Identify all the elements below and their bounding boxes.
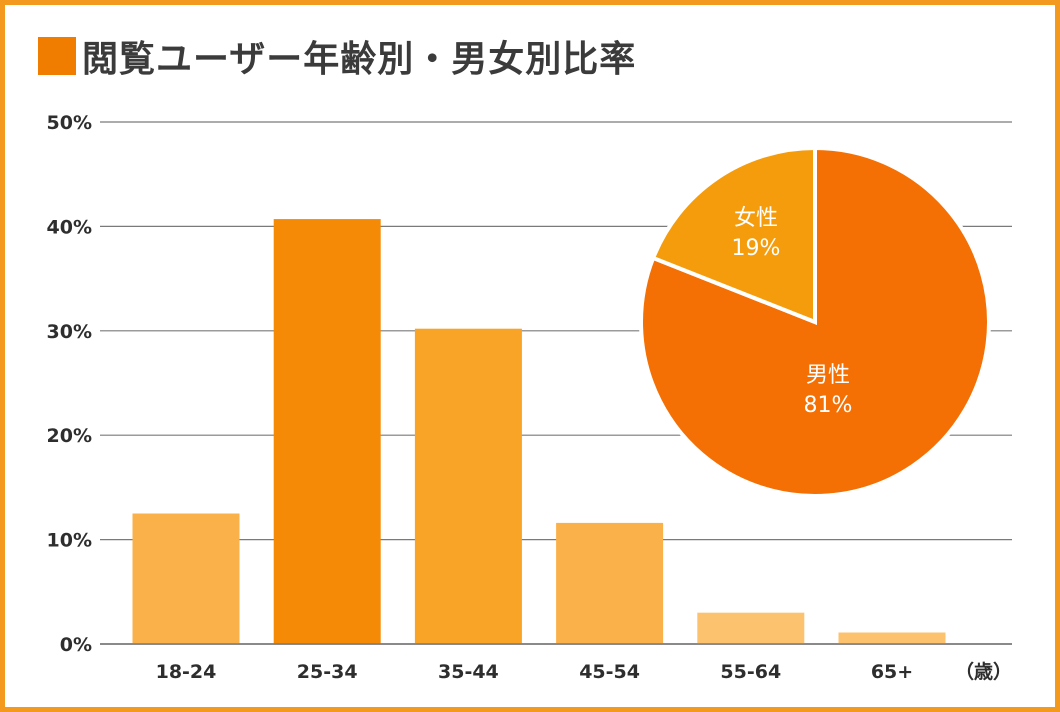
bar-65+	[838, 632, 946, 644]
x-tick-label: 55-64	[720, 661, 781, 683]
chart-header: 閲覧ユーザー年齢別・男女別比率	[38, 30, 636, 82]
pie-slice-label: 男性	[806, 363, 850, 388]
bar-series	[100, 219, 1012, 645]
bar-18-24	[132, 513, 240, 644]
bar-25-34	[273, 219, 381, 645]
x-tick-label: 25-34	[297, 661, 358, 683]
title-marker-square	[38, 37, 76, 75]
y-axis-ticks: 0% 10% 20% 30% 40% 50%	[47, 112, 92, 656]
pie-slice-label: 女性	[734, 206, 778, 231]
y-tick-label: 50%	[47, 112, 92, 134]
x-axis-unit-label: （歳）	[955, 660, 1012, 683]
bar-55-64	[697, 612, 805, 644]
y-tick-label: 20%	[47, 425, 92, 447]
x-tick-label: 18-24	[156, 661, 217, 683]
chart-title: 閲覧ユーザー年齢別・男女別比率	[82, 39, 637, 80]
pie-slice-value: 19%	[732, 236, 781, 261]
x-axis-ticks: 18-24 25-34 35-44 45-54 55-64 65+	[156, 661, 914, 683]
x-tick-label: 45-54	[579, 661, 640, 683]
pie-slice-value: 81%	[804, 393, 853, 418]
x-tick-label: 35-44	[438, 661, 499, 683]
y-tick-label: 30%	[47, 321, 92, 343]
y-tick-label: 40%	[47, 216, 92, 238]
gender-pie-chart: 男性 81% 女性 19%	[639, 145, 991, 498]
y-tick-label: 0%	[60, 634, 92, 656]
pie-slice-female	[650, 145, 817, 325]
bar-35-44	[414, 328, 522, 644]
y-tick-label: 10%	[47, 530, 92, 552]
bar-45-54	[556, 522, 664, 644]
x-tick-label: 65+	[871, 661, 913, 683]
